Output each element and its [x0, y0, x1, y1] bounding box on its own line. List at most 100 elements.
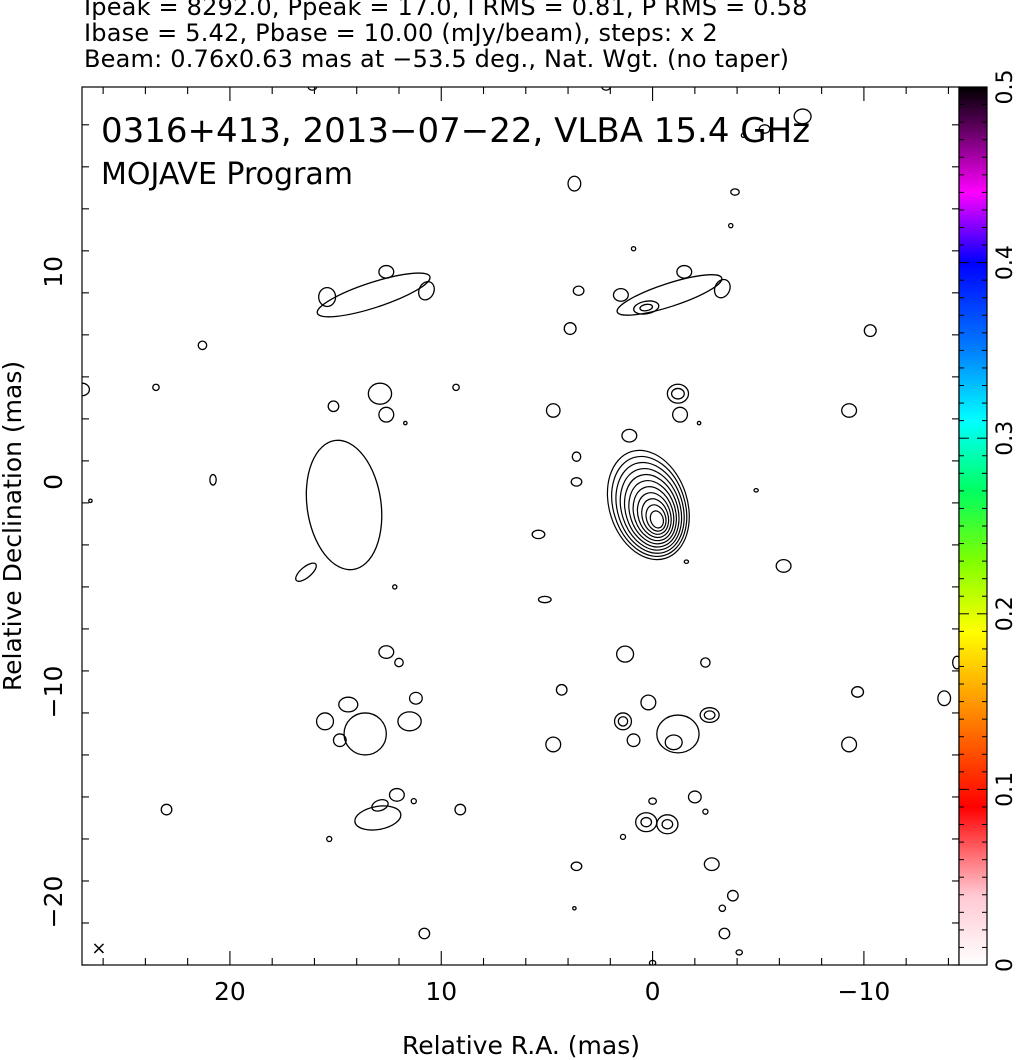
y-tick-label: −20: [39, 876, 68, 929]
chart-title: 0316+413, 2013−07−22, VLBA 15.4 GHz: [101, 111, 810, 151]
contour-73: [735, 949, 744, 956]
contour-34: [332, 733, 347, 748]
contour-89: [88, 498, 93, 504]
contour-21: [567, 175, 582, 192]
contour-45: [664, 734, 683, 751]
contour-52: [616, 645, 635, 663]
colorbar-tick-label: 0.4: [993, 245, 1018, 280]
contour-90: [391, 584, 398, 590]
contour-44: [656, 714, 700, 754]
contour-30: [775, 558, 792, 573]
contour-4: [418, 280, 435, 301]
core-contour-5: [628, 480, 677, 545]
contour-39: [371, 798, 389, 812]
contour-9: [676, 264, 693, 279]
contour-20: [572, 285, 585, 297]
contour-82: [307, 87, 318, 91]
header-beam-line: Beam: 0.76x0.63 mas at −53.5 deg., Nat. …: [84, 45, 790, 73]
core-contour-0: [606, 449, 690, 561]
contour-81: [197, 340, 208, 351]
x-tick-label: 10: [425, 977, 457, 1006]
contour-7: [639, 303, 654, 312]
contour-1: [316, 272, 431, 318]
contour-63: [640, 816, 653, 828]
contour-layer: [82, 87, 959, 965]
contour-38: [354, 805, 402, 831]
core-contour-8: [641, 498, 670, 535]
contour-29: [531, 529, 546, 540]
colorbar-ticks: [959, 86, 987, 966]
contour-22: [793, 108, 812, 125]
contour-35: [397, 711, 422, 732]
contour-58: [937, 690, 952, 707]
contour-64: [687, 790, 702, 804]
contour-43: [326, 835, 333, 843]
contour-0: [305, 439, 383, 571]
y-tick-label: −10: [39, 666, 68, 719]
core-contour-6: [632, 486, 675, 542]
y-tick-label: 10: [39, 256, 68, 288]
colorbar-tick-label: 0.2: [993, 596, 1018, 631]
header-base-line: Ibase = 5.42, Pbase = 10.00 (mJy/beam), …: [84, 19, 718, 47]
contour-42: [160, 803, 173, 816]
contour-94: [753, 487, 759, 493]
contour-40: [388, 787, 405, 802]
contour-27: [452, 383, 460, 392]
contour-88: [740, 132, 747, 139]
core-contour-1: [611, 455, 688, 558]
contour-79: [570, 477, 583, 487]
contour-16: [672, 406, 689, 423]
contour-33: [315, 712, 335, 731]
contour-13: [327, 400, 340, 413]
contour-23: [841, 403, 858, 418]
contour-37: [394, 657, 404, 668]
contour-68: [570, 861, 583, 872]
x-tick-label: 20: [214, 977, 246, 1006]
contour-65: [648, 797, 658, 805]
contour-96: [402, 420, 408, 426]
core-contour-4: [623, 473, 680, 548]
y-tick-label: 0: [39, 474, 68, 490]
contour-72: [718, 927, 731, 940]
beam-marker: ×: [91, 938, 106, 959]
contour-56: [850, 686, 865, 698]
y-axis-label: Relative Declination (mas): [0, 361, 27, 691]
core-contour-9: [645, 504, 667, 532]
contour-10: [713, 278, 731, 299]
contour-6: [633, 300, 660, 315]
header-stats-line: Ipeak = 8292.0, Ppeak = 17.0, I RMS = 0.…: [84, 0, 808, 21]
contour-61: [661, 818, 674, 830]
contour-93: [683, 559, 690, 565]
contour-70: [726, 889, 739, 902]
contour-14: [666, 383, 690, 404]
contour-86: [630, 245, 637, 252]
chart-subtitle: MOJAVE Program: [101, 157, 353, 192]
contour-41: [454, 803, 467, 816]
contour-49: [617, 716, 629, 727]
contour-36: [408, 691, 423, 705]
contour-55: [545, 736, 562, 753]
contour-12: [378, 406, 395, 423]
contour-5: [616, 274, 723, 316]
contour-77: [537, 595, 552, 604]
contour-19: [563, 322, 577, 336]
contour-51: [626, 733, 641, 748]
contour-17: [621, 428, 638, 443]
contour-83: [601, 87, 611, 91]
contour-71: [718, 904, 727, 913]
colorbar-tick-label: 0.3: [993, 421, 1018, 456]
contour-92: [572, 905, 577, 911]
colorbar-tick-labels: 0 0.1 0.2 0.3 0.4 0.5: [993, 70, 1018, 973]
contour-75: [418, 927, 431, 940]
contour-46: [699, 707, 720, 724]
colorbar-tick-label: 0.5: [993, 70, 1018, 105]
contour-2: [318, 286, 337, 308]
contour-91: [410, 797, 417, 805]
colorbar-tick-label: 0: [993, 958, 1018, 972]
contour-87: [758, 124, 771, 134]
contour-76: [378, 645, 395, 659]
contour-67: [619, 833, 627, 841]
x-tick-label: 0: [645, 977, 661, 1006]
contour-69: [703, 857, 720, 872]
